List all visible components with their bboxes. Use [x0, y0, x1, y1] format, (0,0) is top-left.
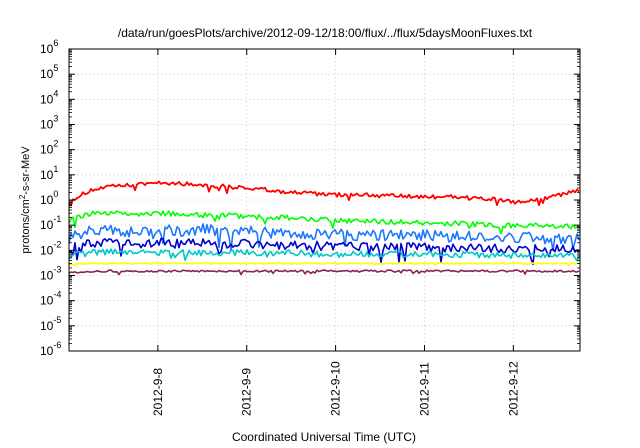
y-axis-label-suffix: -s-sr-MeV: [20, 146, 32, 195]
y-tick-label: 100: [40, 189, 58, 207]
y-tick-base: 10: [40, 319, 54, 333]
y-axis-label-prefix: protons/cm: [20, 199, 32, 253]
series-line-4: [68, 237, 580, 266]
y-tick-base: 10: [40, 118, 54, 132]
y-tick-base: 10: [40, 269, 54, 283]
series-layer: [68, 180, 580, 276]
x-tick-label: 2012-9-8: [151, 368, 165, 416]
x-tick-label: 2012-9-9: [240, 368, 254, 416]
y-tick-base: 10: [40, 42, 54, 56]
y-tick-exp: 5: [53, 63, 58, 73]
y-tick-label: 10-2: [40, 239, 61, 257]
y-tick-base: 10: [40, 193, 54, 207]
y-tick-exp: -2: [53, 239, 61, 249]
series-line-3: [68, 223, 580, 252]
y-tick-exp: 1: [53, 164, 58, 174]
series-line-5: [68, 248, 580, 262]
x-axis-label: Coordinated Universal Time (UTC): [232, 430, 416, 444]
y-tick-exp: -6: [53, 340, 61, 350]
y-tick-base: 10: [40, 92, 54, 106]
y-tick-label: 10-4: [40, 290, 61, 308]
y-tick-exp: -1: [53, 214, 61, 224]
y-tick-label: 104: [40, 88, 58, 106]
y-tick-base: 10: [40, 294, 54, 308]
y-tick-label: 102: [40, 139, 58, 157]
x-tick-label: 2012-9-12: [506, 361, 520, 416]
y-tick-exp: 0: [53, 189, 58, 199]
y-tick-exp: 3: [53, 114, 58, 124]
y-tick-base: 10: [40, 67, 54, 81]
y-tick-base: 10: [40, 243, 54, 257]
x-tick-label: 2012-9-11: [417, 362, 431, 416]
series-line-2: [68, 210, 580, 235]
y-tick-base: 10: [40, 168, 54, 182]
series-line-1: [68, 180, 580, 207]
y-tick-exp: -3: [53, 265, 61, 275]
grid-lines: [69, 49, 580, 351]
y-tick-exp: -5: [53, 315, 61, 325]
y-tick-exp: 6: [53, 38, 58, 48]
y-tick-label: 10-5: [40, 315, 61, 333]
y-axis-label: protons/cm2-s-sr-MeV: [18, 146, 32, 254]
y-tick-labels: 10610510410310210110010-110-210-310-410-…: [40, 38, 61, 358]
y-tick-label: 105: [40, 63, 58, 81]
chart-title: /data/run/goesPlots/archive/2012-09-12/1…: [118, 26, 533, 40]
y-tick-exp: -4: [53, 290, 61, 300]
series-line-6: [68, 261, 580, 267]
y-tick-label: 103: [40, 114, 58, 132]
series-line-7: [68, 269, 580, 276]
y-tick-exp: 2: [53, 139, 58, 149]
y-tick-label: 10-1: [40, 214, 61, 232]
y-tick-label: 10-3: [40, 265, 61, 283]
x-tick-labels: 2012-9-8 2012-9-9 2012-9-10 2012-9-11 2012-9…: [151, 361, 520, 416]
y-tick-label: 101: [40, 164, 58, 182]
y-tick-base: 10: [40, 218, 54, 232]
y-tick-label: 10-6: [40, 340, 61, 358]
y-tick-exp: 4: [53, 88, 58, 98]
y-tick-label: 106: [40, 38, 58, 56]
y-tick-base: 10: [40, 344, 54, 358]
axis-ticks: [69, 48, 580, 352]
x-tick-label: 2012-9-10: [329, 361, 343, 416]
y-axis-label-sup: 2: [18, 194, 27, 199]
y-tick-base: 10: [40, 143, 54, 157]
